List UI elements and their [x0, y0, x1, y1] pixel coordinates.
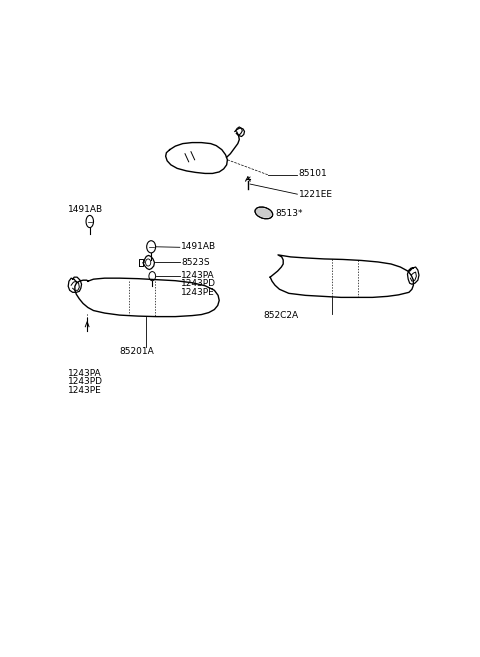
- Text: 1221EE: 1221EE: [299, 190, 333, 199]
- Text: 8513*: 8513*: [276, 210, 303, 218]
- Ellipse shape: [256, 208, 272, 217]
- Text: 85101: 85101: [299, 169, 327, 178]
- Text: 1243PE: 1243PE: [68, 386, 102, 395]
- Text: 1243PD: 1243PD: [181, 279, 216, 288]
- Text: 1243PE: 1243PE: [181, 288, 215, 297]
- Text: 852C2A: 852C2A: [264, 311, 299, 320]
- Text: 1243PA: 1243PA: [181, 271, 215, 280]
- Text: 1243PD: 1243PD: [68, 377, 103, 386]
- Text: 1491AB: 1491AB: [68, 205, 103, 214]
- Text: 1243PA: 1243PA: [68, 369, 102, 378]
- Text: 8523S: 8523S: [181, 258, 210, 267]
- Text: 85201A: 85201A: [120, 346, 154, 355]
- Text: 1491AB: 1491AB: [181, 242, 216, 251]
